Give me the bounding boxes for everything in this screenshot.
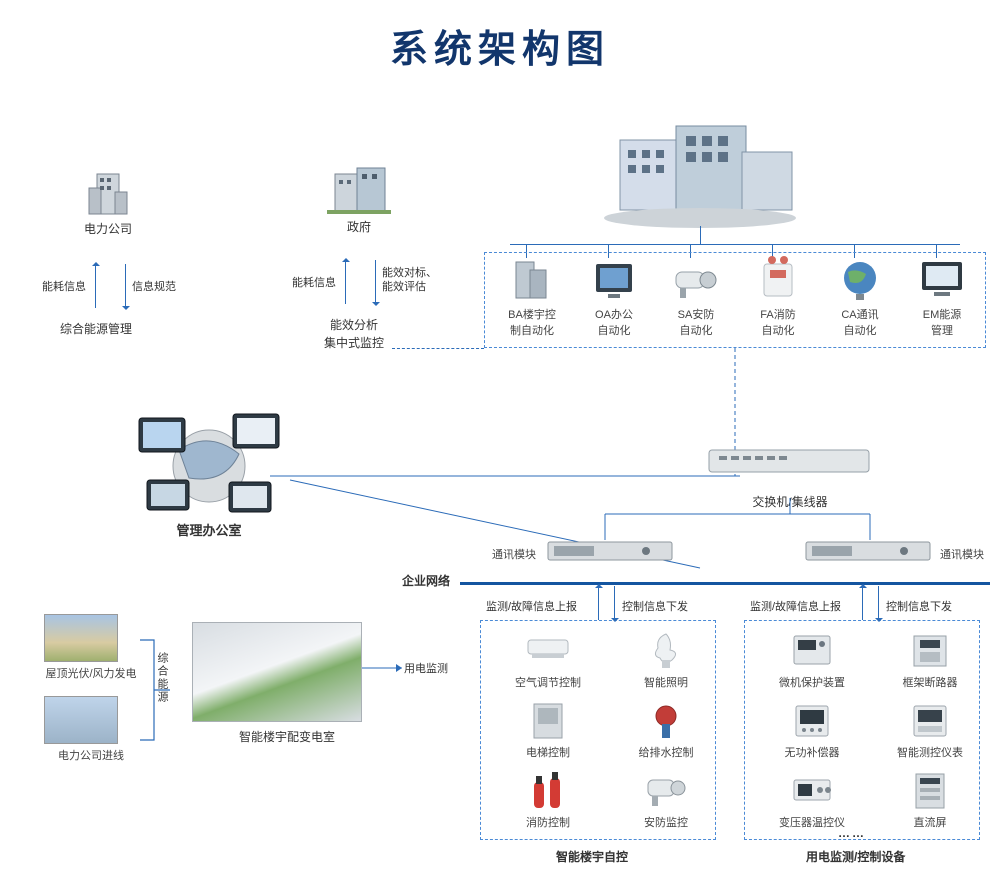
gb-label-1: 框架断路器 — [880, 674, 980, 690]
node-substation-room: 智能楼宇配变电室 — [192, 622, 382, 746]
network-label: 企业网络 — [402, 574, 450, 590]
node-management-office: 管理办公室 — [124, 400, 294, 540]
ga-item-2: 电梯控制 — [498, 700, 598, 760]
room-image — [192, 622, 362, 722]
module-icon-b — [804, 538, 934, 566]
gb-icon-3 — [880, 700, 980, 740]
power-company-label: 电力公司 — [68, 222, 148, 238]
comm-module-label-b: 通讯模块 — [940, 546, 984, 562]
ga-icon-4 — [498, 770, 598, 810]
gb-label-3: 智能测控仪表 — [880, 744, 980, 760]
node-grid: 电力公司进线 — [44, 696, 138, 763]
label-gov-up: 能耗信息 — [292, 274, 336, 290]
gb-icon-2 — [762, 700, 862, 740]
node-pv: 屋顶光伏/风力发电 — [44, 614, 138, 681]
node-comm-module-a: 通讯模块 — [546, 538, 726, 569]
arrow-gov-up — [345, 260, 346, 304]
arrow-group-b-up — [862, 586, 863, 620]
label-power-up: 能耗信息 — [42, 278, 86, 294]
dashed-box-subsystems — [484, 252, 986, 348]
ga-item-3: 给排水控制 — [616, 700, 716, 760]
campus-icon — [590, 110, 810, 230]
switch-icon — [705, 444, 875, 480]
gb-item-3: 智能测控仪表 — [880, 700, 980, 760]
combined-label: 综合能源 — [154, 652, 170, 704]
gb-item-1: 框架断路器 — [880, 630, 980, 690]
node-campus-building — [590, 110, 810, 233]
node-switch: 交换机/集线器 — [700, 444, 880, 511]
ga-label-4: 消防控制 — [498, 814, 598, 830]
dots: …… — [838, 826, 866, 842]
gb-icon-4 — [762, 770, 862, 810]
arrow-group-a-up — [598, 586, 599, 620]
gb-item-0: 微机保护装置 — [762, 630, 862, 690]
group-a-title: 智能楼宇自控 — [556, 850, 628, 866]
label-gov-bottom1: 能效分析 — [330, 318, 378, 334]
monitor-label: 用电监测 — [404, 660, 448, 676]
ga-label-3: 给排水控制 — [616, 744, 716, 760]
gb-item-4: 变压器温控仪 — [762, 770, 862, 830]
ga-icon-3 — [616, 700, 716, 740]
arrow-group-b-down — [878, 586, 879, 620]
ga-icon-0 — [498, 630, 598, 670]
label-power-bottom: 综合能源管理 — [60, 322, 132, 338]
group-b-down: 控制信息下发 — [886, 598, 952, 614]
network-bar — [460, 582, 990, 585]
arrow-group-a-down — [614, 586, 615, 620]
ga-item-1: 智能照明 — [616, 630, 716, 690]
arrow-power-up — [95, 264, 96, 308]
module-icon-a — [546, 538, 676, 566]
gb-item-5: 直流屏 — [880, 770, 980, 830]
ga-label-1: 智能照明 — [616, 674, 716, 690]
ga-label-5: 安防监控 — [616, 814, 716, 830]
room-label: 智能楼宇配变电室 — [192, 730, 382, 746]
office-icon — [129, 400, 289, 520]
group-a-up: 监测/故障信息上报 — [486, 598, 577, 614]
diagram-title: 系统架构图 — [0, 18, 1000, 73]
gb-item-2: 无功补偿器 — [762, 700, 862, 760]
ga-icon-1 — [616, 630, 716, 670]
arrow-power-down — [125, 264, 126, 308]
ga-item-5: 安防监控 — [616, 770, 716, 830]
gb-icon-1 — [880, 630, 980, 670]
comm-module-label-a: 通讯模块 — [492, 546, 536, 562]
switch-label: 交换机/集线器 — [700, 495, 880, 511]
ga-icon-5 — [616, 770, 716, 810]
group-a-down: 控制信息下发 — [622, 598, 688, 614]
label-gov-down: 能效对标、 能效评估 — [382, 266, 437, 295]
building-icon — [68, 168, 148, 218]
ga-icon-2 — [498, 700, 598, 740]
label-power-down: 信息规范 — [132, 278, 176, 294]
gb-label-2: 无功补偿器 — [762, 744, 862, 760]
arrow-gov-down — [375, 260, 376, 304]
leg-building-down — [700, 226, 701, 244]
grid-photo — [44, 696, 118, 744]
gb-icon-5 — [880, 770, 980, 810]
ga-item-4: 消防控制 — [498, 770, 598, 830]
ga-label-2: 电梯控制 — [498, 744, 598, 760]
ga-item-0: 空气调节控制 — [498, 630, 598, 690]
label-gov-bottom2: 集中式监控 — [324, 336, 384, 352]
office-label: 管理办公室 — [124, 523, 294, 540]
pv-photo — [44, 614, 118, 662]
line-gov-to-subsystems — [392, 348, 484, 349]
gb-label-5: 直流屏 — [880, 814, 980, 830]
gov-label: 政府 — [314, 220, 404, 236]
rail-subsystems — [510, 244, 960, 245]
gov-building-icon — [314, 160, 404, 216]
gb-icon-0 — [762, 630, 862, 670]
node-power-company: 电力公司 — [68, 168, 148, 238]
node-government: 政府 — [314, 160, 404, 236]
grid-label: 电力公司进线 — [44, 747, 138, 763]
node-comm-module-b: 通讯模块 — [804, 538, 984, 569]
gb-label-0: 微机保护装置 — [762, 674, 862, 690]
group-b-title: 用电监测/控制设备 — [806, 850, 905, 866]
pv-label: 屋顶光伏/风力发电 — [44, 665, 138, 681]
group-b-up: 监测/故障信息上报 — [750, 598, 841, 614]
ga-label-0: 空气调节控制 — [498, 674, 598, 690]
